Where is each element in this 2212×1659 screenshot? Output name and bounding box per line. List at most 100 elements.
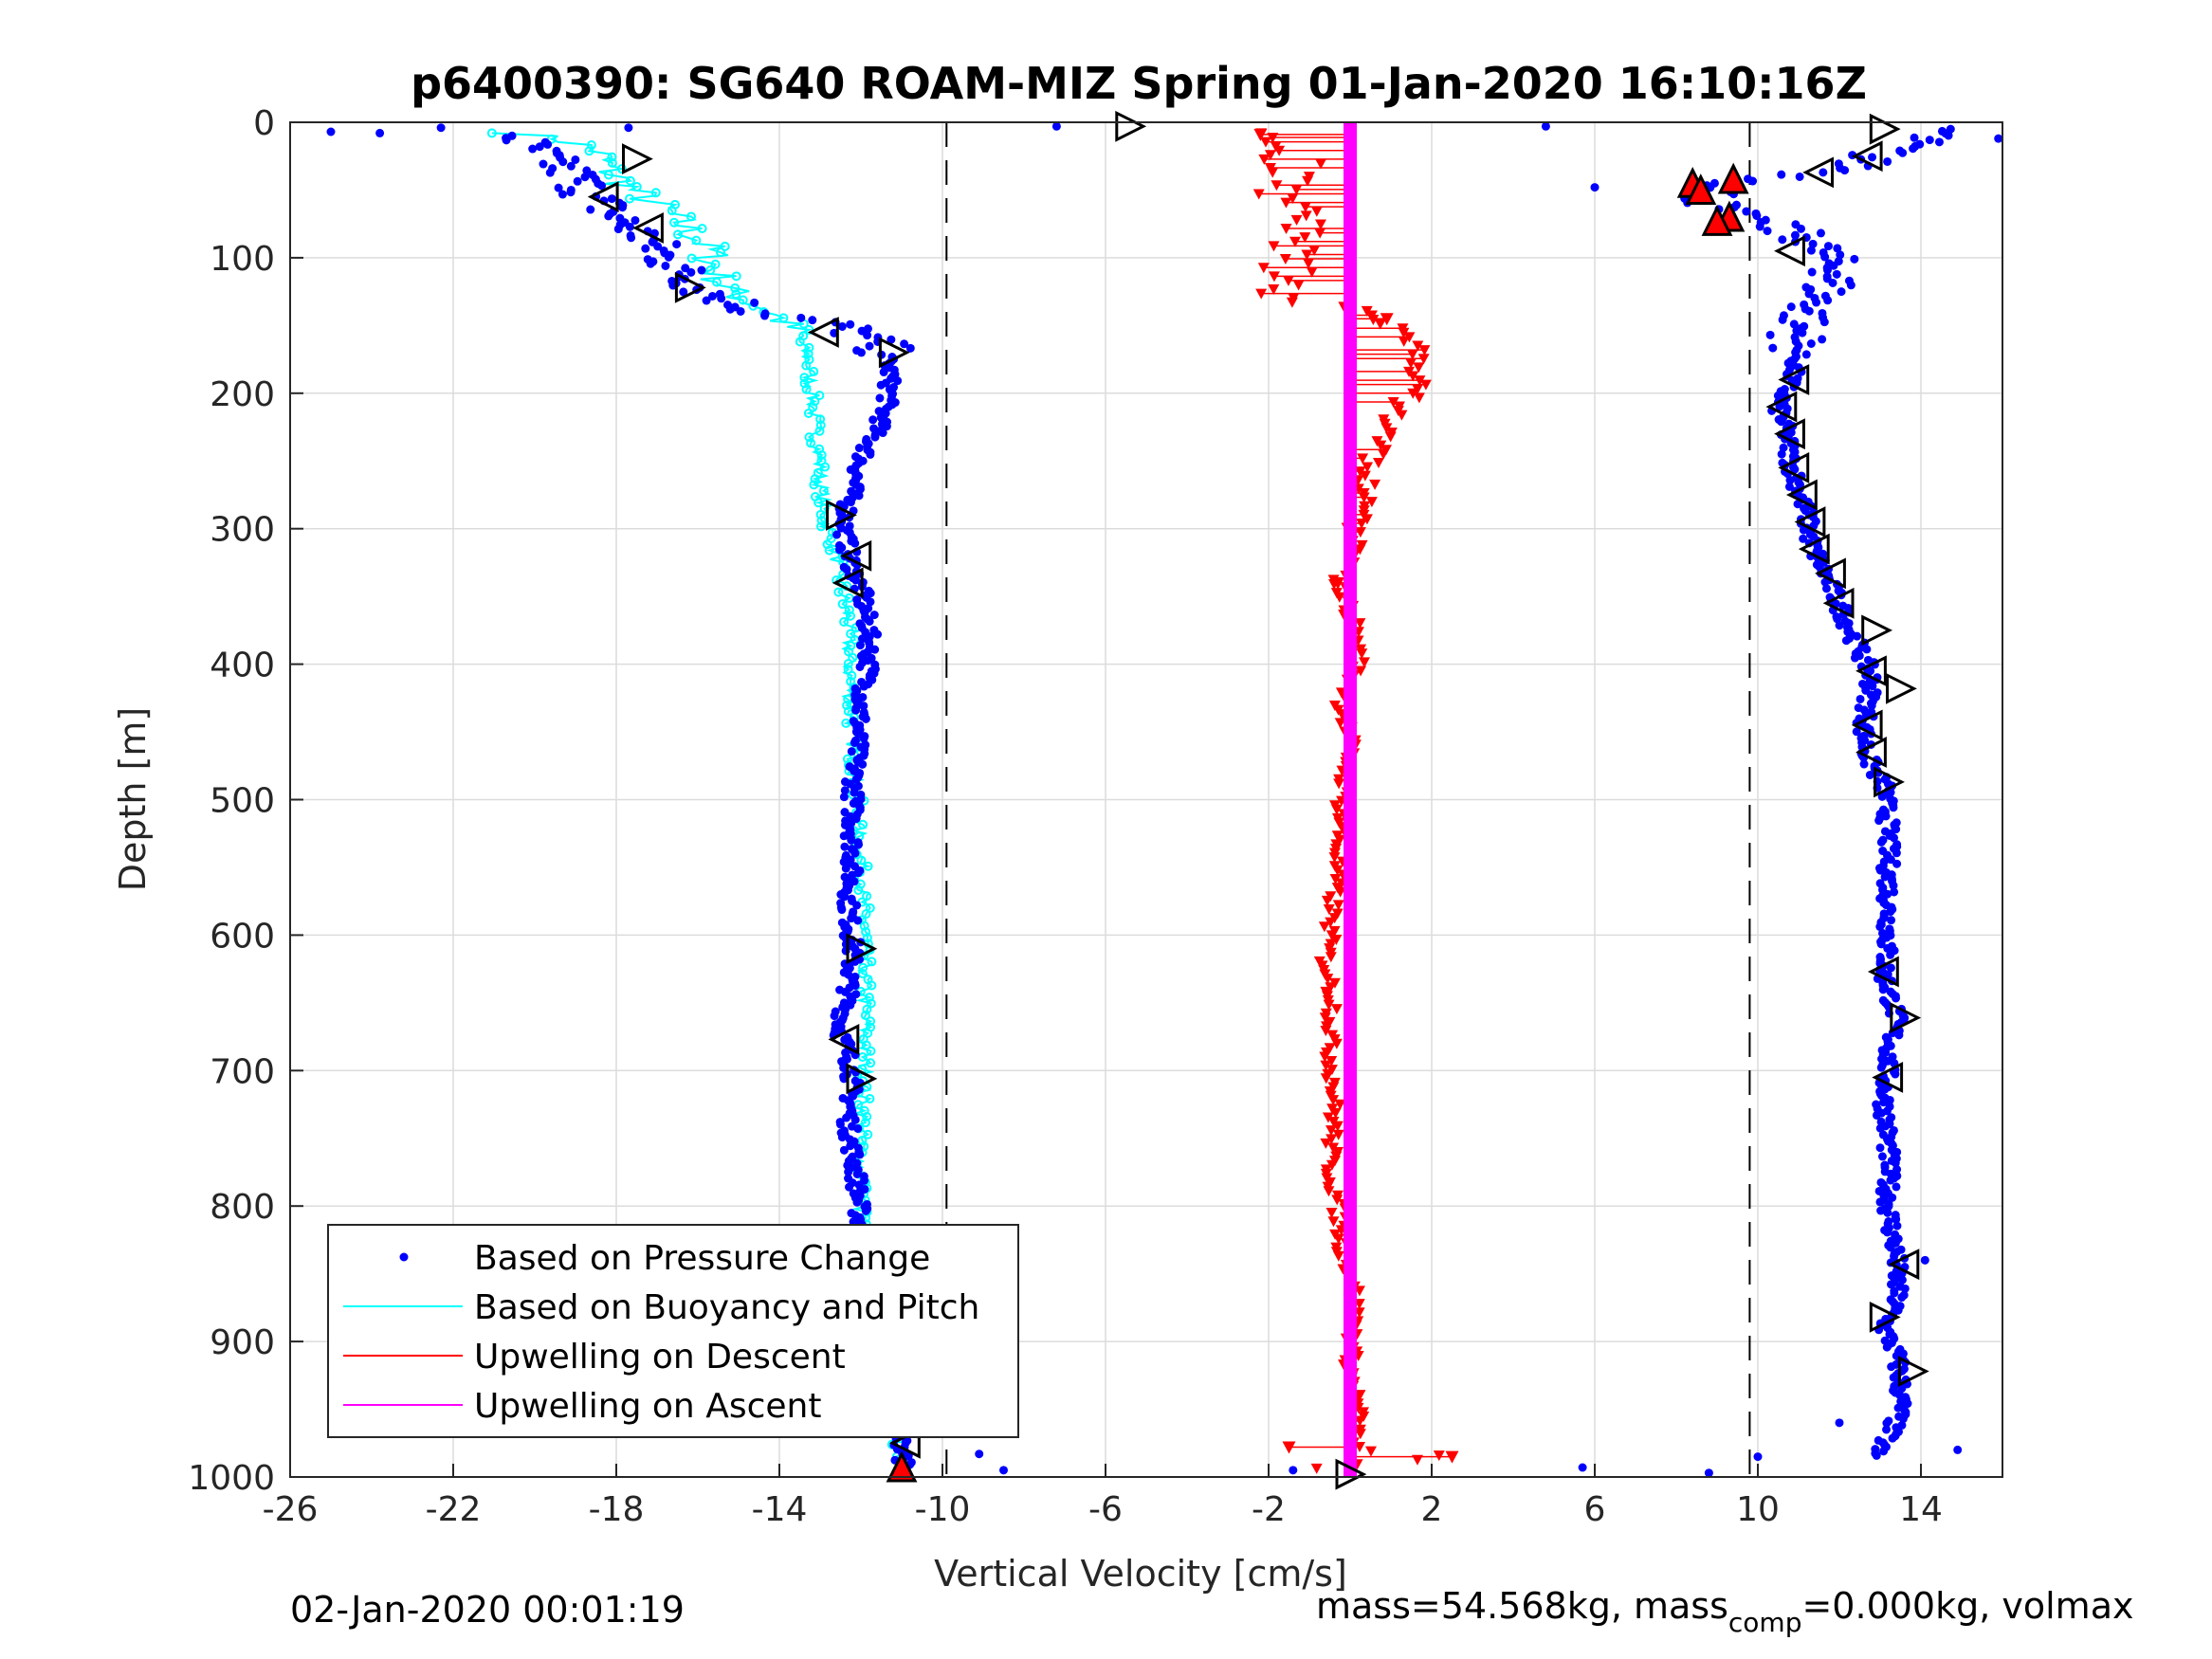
upwelling-descent-point: [1396, 410, 1408, 421]
pressure-change-point: [1886, 963, 1895, 973]
x-tick-label: -2: [1252, 1490, 1286, 1529]
buoyancy-pitch-point: [731, 289, 741, 300]
pressure-change-point: [841, 864, 850, 873]
turn-marker-descent: [632, 212, 664, 244]
pressure-change-outlier: [1590, 183, 1600, 192]
footer-mass: mass=54.568kg, mass: [1316, 1585, 1728, 1627]
pressure-change-point: [1752, 211, 1762, 221]
upwelling-descent-point: [1329, 1107, 1342, 1119]
pressure-change-point: [905, 343, 915, 353]
pressure-change-point: [1944, 131, 1953, 140]
buoyancy-pitch-point: [669, 217, 680, 228]
pressure-change-point: [887, 335, 896, 344]
upwelling-descent-point: [1323, 903, 1335, 915]
upwelling-descent-point: [1354, 527, 1366, 538]
upwelling-descent-point: [1325, 917, 1337, 928]
pressure-change-point: [750, 298, 759, 307]
pressure-change-point: [1888, 1433, 1897, 1443]
pressure-change-point: [850, 538, 860, 548]
upwelling-descent-point: [1264, 150, 1276, 161]
pressure-change-outlier: [1835, 1418, 1844, 1428]
upwelling-descent-point: [1282, 275, 1294, 286]
pressure-change-point: [1841, 636, 1851, 646]
pressure-change-point: [1808, 239, 1818, 248]
upwelling-descent-point: [1332, 1233, 1344, 1245]
pressure-change-point: [1748, 176, 1758, 186]
pressure-change-point: [1850, 254, 1859, 264]
turn-marker-descent: [846, 1063, 878, 1095]
pressure-change-point: [627, 233, 636, 243]
pressure-change-point: [1829, 261, 1838, 270]
pressure-change-point: [1790, 230, 1800, 240]
turn-marker-ascent: [1867, 956, 1899, 988]
pressure-change-point: [837, 321, 847, 331]
upwelling-descent-point: [1267, 167, 1279, 178]
pressure-change-point: [837, 905, 847, 915]
pressure-change-point: [863, 331, 872, 340]
x-tick-label: 2: [1421, 1490, 1443, 1529]
pressure-change-outlier: [375, 128, 385, 137]
upwelling-descent-point: [1445, 1450, 1459, 1464]
upwelling-descent-point: [1323, 1186, 1335, 1197]
buoyancy-pitch-point: [863, 861, 873, 871]
pressure-change-point: [1822, 265, 1832, 275]
pressure-change-point: [882, 422, 891, 431]
pressure-change-point: [653, 242, 663, 251]
apogee-marker: [1701, 204, 1733, 236]
pressure-change-point: [1859, 759, 1869, 769]
upwelling-descent-point: [1333, 778, 1345, 790]
y-tick-label: 700: [210, 1052, 275, 1091]
pressure-change-point: [1836, 250, 1845, 260]
pressure-change-point: [582, 166, 592, 175]
pressure-change-point: [859, 734, 868, 743]
pressure-change-point: [855, 662, 865, 671]
pressure-change-point: [850, 1115, 860, 1124]
buoyancy-pitch-point: [686, 253, 697, 264]
upwelling-descent-point: [1354, 618, 1366, 629]
upwelling-descent-point: [1356, 648, 1368, 660]
buoyancy-pitch-point: [720, 241, 730, 251]
upwelling-descent-point: [1405, 357, 1417, 369]
buoyancy-pitch-point: [853, 884, 864, 895]
buoyancy-pitch-point: [625, 193, 635, 204]
buoyancy-pitch-point: [814, 498, 824, 508]
buoyancy-pitch-point: [809, 480, 819, 490]
pressure-change-point: [839, 1145, 849, 1155]
buoyancy-pitch-point: [866, 1058, 876, 1068]
pressure-change-point: [1868, 153, 1877, 162]
upwelling-descent-point: [1320, 1026, 1332, 1037]
pressure-change-point: [847, 914, 856, 923]
pressure-change-point: [617, 203, 627, 212]
upwelling-descent-point: [1330, 1038, 1343, 1049]
pressure-change-point: [835, 1120, 845, 1129]
pressure-change-point: [1892, 994, 1901, 1003]
upwelling-descent-point: [1325, 1208, 1338, 1219]
turn-marker-descent: [846, 933, 878, 965]
upwelling-descent-point: [1257, 263, 1270, 274]
pressure-change-point: [1823, 296, 1833, 305]
pressure-change-point: [725, 304, 735, 314]
pressure-change-point: [856, 348, 866, 357]
pressure-change-point: [1909, 144, 1918, 154]
pressure-change-point: [1853, 631, 1862, 641]
chart-title: p6400390: SG640 ROAM-MIZ Spring 01-Jan-2…: [411, 58, 1867, 109]
pressure-change-point: [646, 259, 655, 268]
pressure-change-point: [1768, 343, 1778, 353]
pressure-change-point: [1886, 788, 1895, 797]
pressure-change-point: [535, 142, 544, 152]
buoyancy-pitch-point: [705, 265, 716, 276]
pressure-change-point: [1882, 1342, 1892, 1352]
buoyancy-pitch-point: [738, 295, 748, 305]
turn-marker-ascent: [1869, 113, 1901, 145]
pressure-change-point: [1897, 1384, 1907, 1394]
upwelling-descent-point: [1303, 258, 1315, 269]
pressure-change-point: [851, 775, 861, 784]
upwelling-descent-point: [1364, 1446, 1377, 1457]
upwelling-descent-point: [1331, 576, 1345, 590]
pressure-change-point: [1793, 500, 1802, 509]
pressure-change-outlier: [975, 1449, 984, 1459]
pressure-change-point: [1790, 465, 1800, 474]
pressure-change-point: [847, 835, 856, 845]
pressure-change-outlier: [1994, 134, 2003, 143]
